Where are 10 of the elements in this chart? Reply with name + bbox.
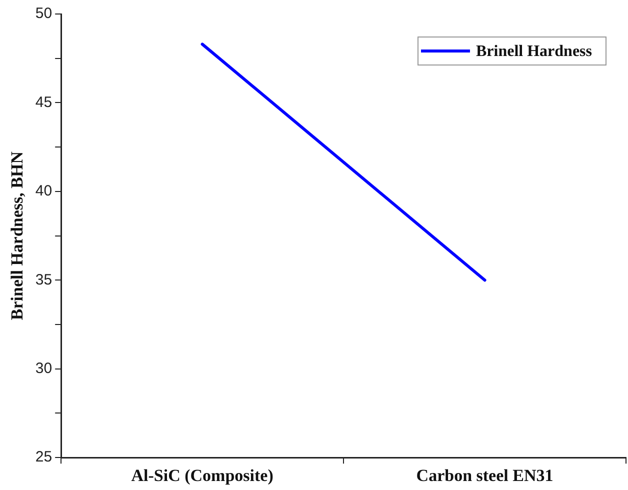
y-tick-label: 45 — [35, 94, 52, 111]
x-tick-label: Carbon steel EN31 — [416, 466, 554, 486]
y-tick-label: 40 — [35, 182, 52, 200]
legend-label: Brinell Hardness — [476, 43, 592, 60]
y-tick-label: 50 — [35, 5, 52, 22]
x-tick-label: Al-SiC (Composite) — [131, 466, 274, 486]
y-axis-title: Brinell Hardness, BHN — [8, 150, 27, 320]
y-tick-label: 35 — [35, 271, 52, 288]
y-tick-label: 25 — [35, 448, 52, 466]
y-tick-label: 30 — [35, 360, 52, 378]
